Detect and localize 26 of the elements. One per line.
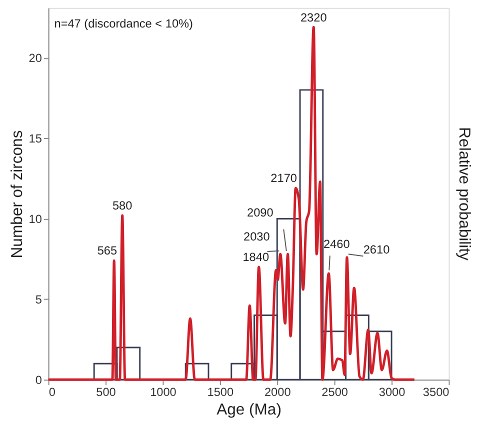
annotation: 2460: [323, 236, 350, 251]
annotation: 565: [97, 244, 118, 258]
annotation: 2320: [300, 10, 328, 24]
x-tick-label: 1000: [150, 384, 177, 399]
annotation: 2030: [244, 229, 270, 244]
annotation: n=47 (discordance < 10%): [54, 16, 194, 31]
y-tick-label: 20: [28, 51, 42, 66]
y-tick-label: 15: [28, 132, 42, 146]
y-tick-label: 0: [35, 373, 42, 388]
x-tick-label: 3500: [422, 384, 450, 399]
annotation: 2170: [270, 171, 298, 186]
annotation: 1840: [242, 250, 270, 264]
y2-axis-title: Relative probability: [456, 127, 473, 260]
annotation: 580: [112, 198, 133, 213]
x-tick-label: 500: [96, 384, 116, 399]
x-tick-label: 3000: [378, 384, 406, 399]
y-tick-label: 10: [28, 212, 42, 226]
y-axis-title: Number of zircons: [8, 130, 26, 258]
x-tick-label: 0: [48, 384, 56, 399]
x-tick-label: 2500: [322, 384, 348, 399]
y-tick-label: 5: [35, 292, 42, 307]
annotation: 2090: [246, 206, 274, 220]
x-tick-label: 1500: [207, 384, 234, 399]
x-tick-label: 2000: [264, 384, 292, 399]
x-axis-title: Age (Ma): [216, 402, 282, 419]
annotation: 2610: [363, 242, 390, 256]
